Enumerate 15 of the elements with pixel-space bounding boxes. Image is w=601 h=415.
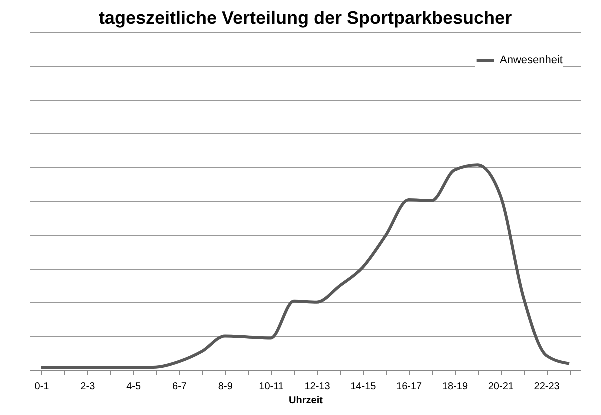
x-tick-label: 22-23 — [534, 382, 560, 392]
x-tick-label: 4-5 — [126, 382, 142, 392]
x-tick-label: 10-11 — [259, 382, 284, 392]
x-axis-title: Uhrzeit — [289, 396, 324, 406]
x-tick-label: 8-9 — [218, 382, 234, 392]
x-tick-label: 12-13 — [304, 382, 331, 392]
chart-title: tageszeitliche Verteilung der Sportparkbesucher — [98, 8, 512, 28]
x-tick-label: 2-3 — [80, 382, 96, 392]
legend-label: Anwesenheit — [500, 54, 563, 66]
x-tick-label: 16-17 — [396, 382, 423, 392]
x-tick-label: 14-15 — [350, 382, 377, 392]
x-tick-label: 20-21 — [488, 382, 514, 392]
x-tick-label: 18-19 — [442, 382, 468, 392]
x-tick-label: 6-7 — [172, 382, 188, 392]
x-tick-label: 0-1 — [34, 382, 50, 392]
